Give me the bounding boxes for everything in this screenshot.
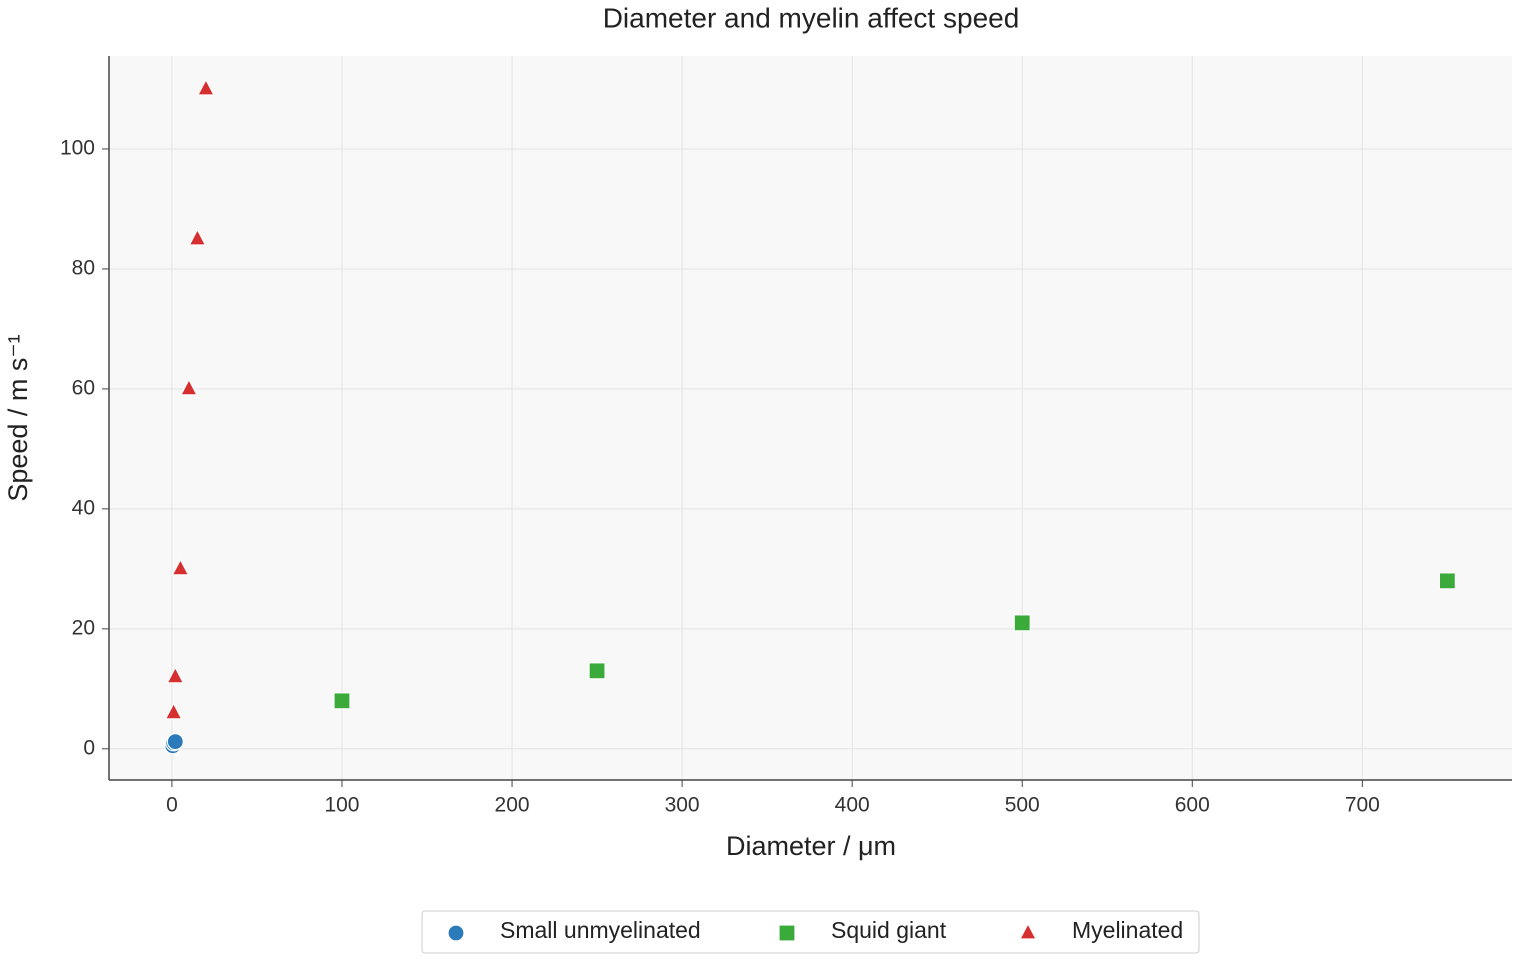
marker	[333, 692, 351, 710]
grid	[109, 56, 1512, 780]
legend-label: Myelinated	[1072, 917, 1183, 943]
x-tick-label: 300	[665, 794, 700, 817]
marker	[588, 662, 606, 680]
marker	[166, 733, 184, 751]
legend-frame	[421, 910, 1200, 954]
x-tick-label: 600	[1175, 794, 1210, 817]
marker	[188, 228, 207, 246]
y-tick-label: 20	[72, 616, 95, 639]
x-axis-label: Diameter / μm	[726, 831, 896, 861]
marker	[179, 378, 198, 396]
marker	[1013, 614, 1031, 632]
marker	[171, 558, 190, 576]
marker	[778, 924, 796, 942]
y-tick-label: 80	[72, 256, 95, 279]
y-axis-label: Speed / m s⁻¹	[3, 334, 33, 501]
chart-title: Diameter and myelin affect speed	[603, 2, 1020, 33]
plot-area	[109, 56, 1512, 780]
marker	[166, 666, 185, 684]
x-tick-label: 500	[1005, 794, 1040, 817]
marker	[196, 78, 215, 96]
y-tick-label: 0	[83, 736, 95, 759]
x-tick-label: 0	[166, 794, 178, 817]
x-tick-label: 200	[495, 794, 530, 817]
marker	[164, 702, 183, 720]
marker	[1019, 922, 1037, 940]
marker	[447, 924, 465, 942]
legend: Small unmyelinated Squid giant Myelinated	[447, 917, 1183, 943]
x-tick-label: 700	[1345, 794, 1380, 817]
x-tick-label: 400	[835, 794, 870, 817]
y-tick-label: 100	[60, 137, 95, 160]
legend-label: Small unmyelinated	[500, 917, 701, 943]
marker	[1438, 572, 1456, 590]
legend-label: Squid giant	[831, 917, 947, 943]
x-tick-label: 100	[324, 794, 359, 817]
y-tick-label: 40	[72, 496, 95, 519]
y-tick-label: 60	[72, 376, 95, 399]
marks	[164, 78, 1456, 755]
